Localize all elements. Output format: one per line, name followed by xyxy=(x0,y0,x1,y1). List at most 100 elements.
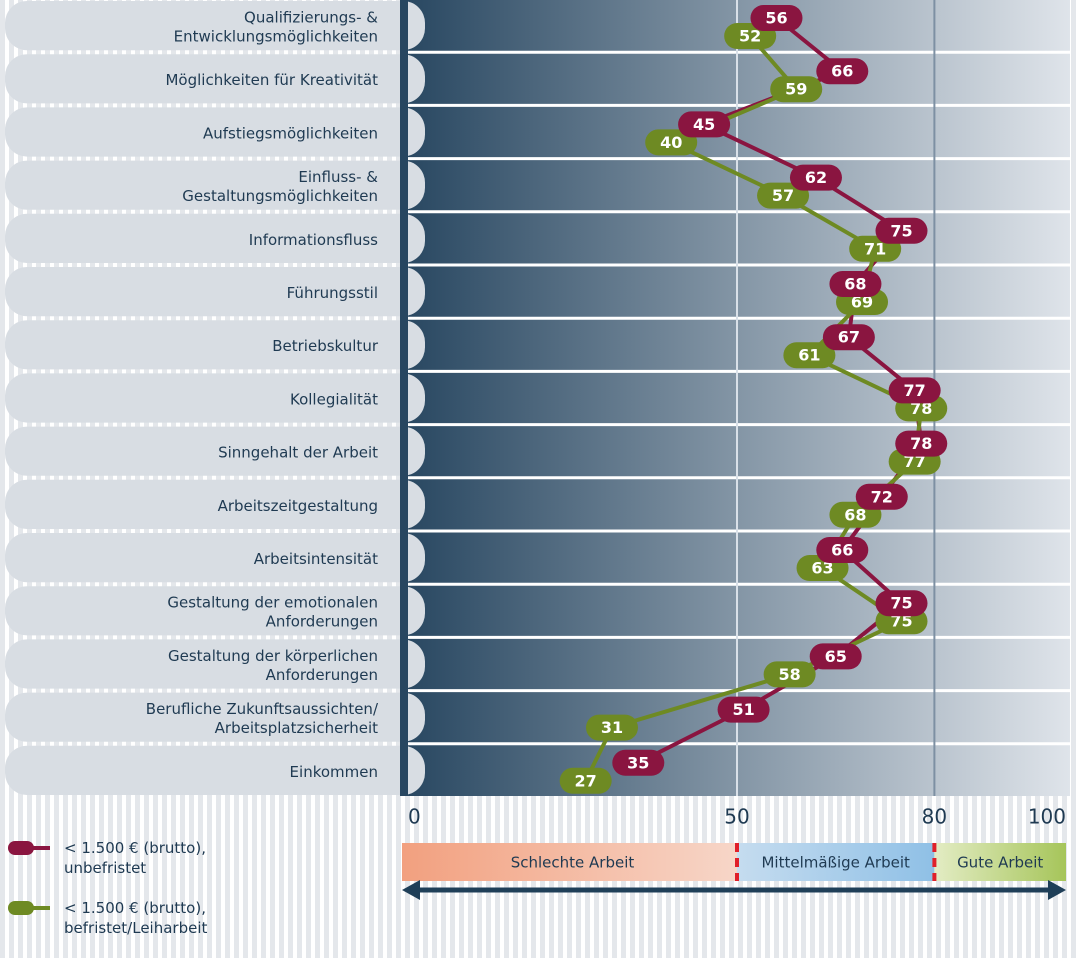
legend-label: < 1.500 € (brutto), unbefristet xyxy=(64,839,206,877)
row-label-bg xyxy=(5,426,425,476)
row-label-bg xyxy=(5,373,425,423)
row-label-bg xyxy=(5,160,425,210)
arrow-head xyxy=(402,880,420,900)
row-label-bg xyxy=(5,107,425,157)
row-label-bg xyxy=(5,213,425,263)
row-label-bg xyxy=(5,692,425,742)
value-label: 27 xyxy=(575,771,597,790)
category-label: Gestaltung der körperlichen Anforderungen xyxy=(168,646,378,683)
category-label: Aufstiegsmöglichkeiten xyxy=(203,124,378,142)
row-label-bg xyxy=(5,479,425,529)
value-label: 77 xyxy=(904,381,926,400)
category-label: Arbeitszeitgestaltung xyxy=(218,496,378,514)
category-label: Betriebskultur xyxy=(272,337,379,355)
value-label: 75 xyxy=(890,612,912,631)
value-label: 72 xyxy=(871,487,893,506)
x-tick-label: 80 xyxy=(922,805,947,829)
value-marker xyxy=(585,714,638,741)
zone-label: Schlechte Arbeit xyxy=(511,854,635,872)
value-label: 69 xyxy=(851,293,873,312)
category-label: Gestaltung der emotionalen Anforderungen xyxy=(167,593,378,630)
value-marker xyxy=(750,5,803,31)
category-label: Berufliche Zukunftsaussichten/Arbeitspla… xyxy=(146,700,379,737)
legend-marker xyxy=(8,841,34,855)
value-label: 77 xyxy=(904,452,926,471)
value-label: 78 xyxy=(910,434,932,453)
row-label-bg xyxy=(5,745,425,795)
x-tick-label: 100 xyxy=(1028,805,1066,829)
value-label: 59 xyxy=(785,80,807,99)
value-marker xyxy=(783,342,836,369)
value-label: 57 xyxy=(772,186,794,205)
value-label: 51 xyxy=(732,700,754,719)
value-label: 63 xyxy=(811,559,833,578)
value-label: 52 xyxy=(739,27,761,46)
value-label: 31 xyxy=(601,718,623,737)
arrow-head xyxy=(1048,880,1066,900)
zone-bar xyxy=(737,843,935,881)
value-label: 61 xyxy=(798,346,820,365)
value-marker xyxy=(717,696,770,723)
value-label: 75 xyxy=(890,594,912,613)
value-label: 58 xyxy=(779,665,801,684)
value-label: 40 xyxy=(660,133,682,152)
value-label: 56 xyxy=(765,9,787,28)
value-marker xyxy=(888,377,941,404)
value-label: 62 xyxy=(805,168,827,187)
value-label: 75 xyxy=(890,221,912,240)
category-label: Qualifizierungs- & Entwicklungsmöglichkei… xyxy=(174,8,379,45)
value-label: 67 xyxy=(838,328,860,347)
value-marker xyxy=(855,483,908,510)
value-marker xyxy=(875,590,928,617)
row-label-bg xyxy=(5,1,425,51)
value-marker xyxy=(559,767,612,794)
category-label: Arbeitsintensität xyxy=(254,550,378,568)
category-label: Kollegialität xyxy=(290,390,378,408)
row-label-bg xyxy=(5,639,425,689)
value-marker xyxy=(822,324,875,351)
category-label: Möglichkeiten für Kreativität xyxy=(165,71,378,89)
zone-bar xyxy=(934,843,1066,881)
row-label-bg xyxy=(5,586,425,636)
value-marker xyxy=(875,217,928,244)
value-label: 65 xyxy=(825,647,847,666)
value-marker xyxy=(816,537,869,563)
row-label-bg xyxy=(5,54,425,104)
value-marker xyxy=(809,643,862,670)
plot-area-mask xyxy=(400,0,408,796)
x-tick-label: 50 xyxy=(724,805,749,829)
value-label: 66 xyxy=(831,541,853,560)
value-label: 68 xyxy=(844,275,866,294)
value-marker xyxy=(816,58,869,85)
zone-bar xyxy=(402,843,737,881)
value-marker xyxy=(829,271,882,297)
value-marker xyxy=(645,129,698,156)
category-label: Führungsstil xyxy=(287,284,378,302)
value-marker xyxy=(612,749,665,776)
row-label-bg xyxy=(5,320,425,370)
zone-label: Mittelmäßige Arbeit xyxy=(761,854,910,872)
category-label: Informationsfluss xyxy=(249,230,378,248)
value-marker xyxy=(763,661,816,688)
value-marker xyxy=(895,430,948,457)
category-label: Einfluss- & Gestaltungsmöglichkeiten xyxy=(182,168,378,205)
value-label: 45 xyxy=(693,115,715,134)
x-tick-label: 0 xyxy=(408,805,421,829)
category-label: Sinngehalt der Arbeit xyxy=(218,443,378,461)
value-label: 68 xyxy=(844,505,866,524)
value-label: 71 xyxy=(864,239,886,258)
value-marker xyxy=(789,164,842,191)
value-marker xyxy=(770,76,823,103)
value-marker xyxy=(757,182,810,209)
zone-label: Gute Arbeit xyxy=(957,854,1043,872)
row-label-bg xyxy=(5,267,425,317)
value-marker xyxy=(678,111,731,138)
value-label: 78 xyxy=(910,399,932,418)
category-label: Einkommen xyxy=(290,762,378,780)
value-label: 35 xyxy=(627,753,649,772)
row-label-bg xyxy=(5,533,425,583)
legend-marker xyxy=(8,901,34,915)
legend-label: < 1.500 € (brutto), befristet/Leiharbeit xyxy=(64,899,207,937)
value-label: 66 xyxy=(831,62,853,81)
